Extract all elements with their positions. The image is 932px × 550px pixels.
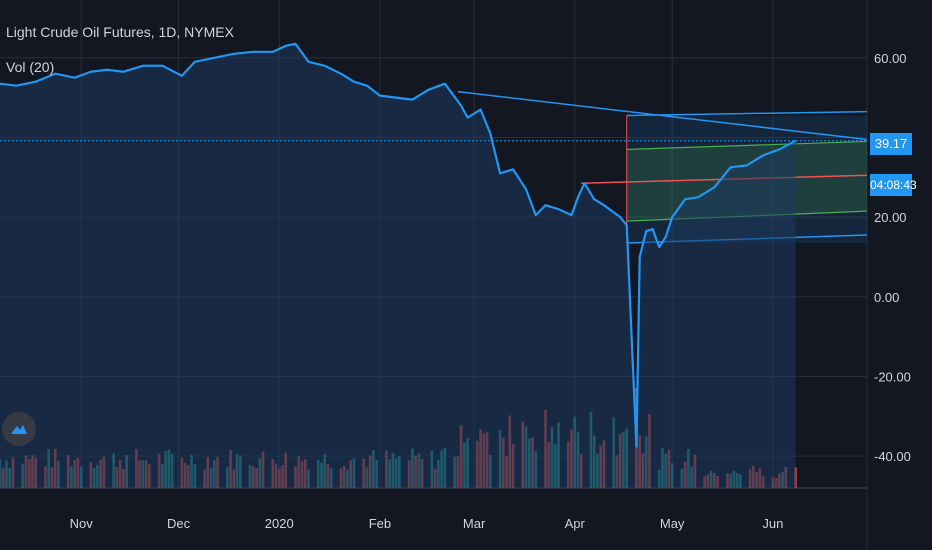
y-tick-label: -20.00 [874, 369, 911, 384]
channel-top-line [626, 110, 868, 117]
x-tick-label: Nov [70, 516, 94, 531]
chart-title: Light Crude Oil Futures, 1D, NYMEX [6, 24, 234, 40]
x-tick-label: Dec [167, 516, 191, 531]
y-tick-label: 0.00 [874, 290, 899, 305]
y-tick-label: -40.00 [874, 449, 911, 464]
x-tick-label: Apr [565, 516, 586, 531]
y-tick-label: 60.00 [874, 51, 907, 66]
x-tick-label: May [660, 516, 685, 531]
bar-countdown-tag: 04:08:43 [870, 174, 917, 196]
price-area-fill [0, 43, 796, 488]
x-tick-label: Jun [762, 516, 783, 531]
price-line [0, 42, 797, 448]
x-tick-label: Mar [463, 516, 486, 531]
y-tick-label: 20.00 [874, 210, 907, 225]
parallel-channel-top [626, 140, 868, 151]
last-price-tag: 39.17 [870, 133, 912, 155]
x-tick-label: Feb [369, 516, 391, 531]
volume-indicator-label[interactable]: Vol (20) [6, 59, 55, 75]
tradingview-logo-icon[interactable] [2, 412, 36, 446]
x-tick-label: 2020 [265, 516, 294, 531]
